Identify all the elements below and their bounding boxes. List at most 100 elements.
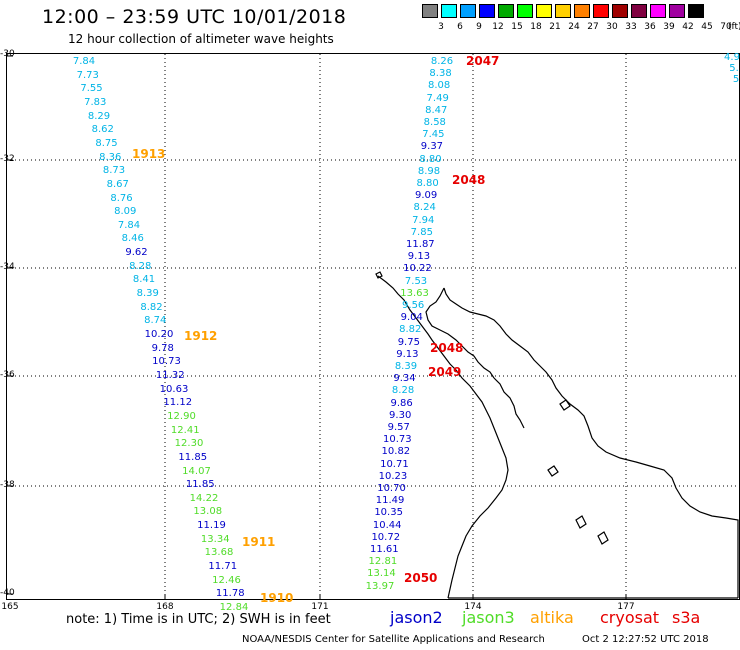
generated-timestamp: Oct 2 12:27:52 UTC 2018: [582, 634, 709, 645]
legend-swatch: [650, 4, 666, 18]
wave-height-value: 10.20: [144, 329, 174, 340]
legend-swatch: [688, 4, 704, 18]
wave-height-value: 8.47: [425, 104, 448, 116]
legend-label: 15: [511, 22, 523, 32]
offshore-islet: [375, 271, 383, 279]
wave-height-value: 9.09: [414, 190, 438, 202]
legend-label: 45: [701, 22, 713, 32]
map-title: 12:00 – 23:59 UTC 10/01/2018: [42, 6, 347, 28]
wave-height-value: 8.73: [102, 165, 126, 177]
wave-height-value: 8.26: [430, 56, 454, 67]
pass-label: 1911: [242, 535, 276, 549]
lat-label: -40: [0, 588, 15, 598]
wave-height-value: 7.94: [412, 214, 435, 226]
wave-height-value: 9.62: [125, 247, 148, 259]
wave-height-value: 9.78: [151, 342, 174, 354]
tick-marks: [7, 55, 627, 600]
wave-height-value: 5: [732, 74, 740, 85]
legend-label: 21: [549, 22, 561, 32]
wave-height-value: 8.09: [114, 206, 137, 218]
legend-swatch: [441, 4, 457, 18]
wave-height-value: 8.28: [391, 385, 415, 397]
wave-height-value: 12.30: [174, 438, 204, 450]
wave-height-value: 10.63: [159, 383, 189, 395]
credit-line: NOAA/NESDIS Center for Satellite Applica…: [242, 634, 545, 645]
legend-swatch: [536, 4, 552, 18]
legend-label: 24: [568, 22, 580, 32]
wave-height-value: 10.82: [381, 446, 411, 458]
lon-label: 174: [464, 602, 482, 612]
legend-swatch: [422, 4, 438, 18]
wave-height-value: 12.81: [368, 556, 398, 568]
wave-height-value: 10.22: [403, 263, 432, 275]
wave-height-value: 7.85: [410, 226, 433, 238]
wave-height-value: 12.41: [170, 424, 200, 436]
wave-height-value: 8.39: [136, 288, 159, 300]
wave-height-value: 8.36: [99, 151, 122, 163]
legend-label: 36: [644, 22, 656, 32]
bay-of-plenty-islands: [547, 399, 609, 545]
wave-height-value: 9.13: [407, 251, 431, 263]
pass-label: 2049: [428, 365, 462, 379]
wave-height-value: 8.80: [419, 153, 442, 165]
wave-height-value: 10.35: [374, 507, 403, 519]
legend-swatch: [631, 4, 647, 18]
legend-label: 12: [492, 22, 504, 32]
wave-height-value: 12.84: [219, 602, 249, 613]
legend-swatch: [574, 4, 590, 18]
wave-height-value: 7.55: [80, 83, 103, 95]
satellite-name: cryosat: [600, 608, 660, 627]
wave-height-value: 9.56: [402, 300, 425, 311]
wave-height-value: 10.70: [377, 483, 406, 494]
wave-height-value: 7.84: [72, 56, 96, 67]
pass-label: 2048: [452, 173, 486, 187]
wave-height-value: 13.34: [200, 533, 230, 545]
lat-label: -34: [0, 262, 15, 272]
legend-swatch: [460, 4, 476, 18]
wave-height-value: 7.73: [76, 69, 99, 81]
pass-label: 2048: [430, 341, 464, 355]
wave-height-value: 11.85: [185, 479, 215, 491]
legend-label: 27: [587, 22, 599, 32]
legend-swatch: [593, 4, 609, 18]
wave-height-value: 9.34: [393, 373, 416, 385]
wave-height-value: 13.97: [365, 580, 395, 592]
wave-height-value: 10.71: [380, 458, 409, 470]
wave-height-value: 7.53: [404, 275, 428, 287]
wave-height-value: 8.67: [106, 178, 129, 190]
legend-label: 70: [720, 22, 732, 32]
wave-height-value: 8.75: [95, 137, 118, 149]
legend-swatch: [669, 4, 685, 18]
legend-swatch: [555, 4, 571, 18]
wave-height-value: 9.86: [390, 397, 413, 409]
wave-height-value: 11.85: [178, 451, 208, 463]
wave-height-value: 9.30: [389, 409, 412, 421]
wave-height-value: 8.82: [140, 301, 163, 313]
wave-height-value: 12.46: [212, 574, 241, 586]
wave-height-value: 13.68: [204, 547, 234, 559]
footer-note: note: 1) Time is in UTC; 2) SWH is in fe…: [66, 612, 331, 627]
wave-height-value: 11.49: [375, 495, 405, 507]
legend-label: 6: [457, 22, 463, 32]
wave-height-value: 8.28: [129, 260, 152, 272]
wave-height-value: 8.41: [132, 274, 156, 286]
wave-height-value: 12.90: [167, 410, 196, 422]
wave-height-value: 13.63: [400, 287, 429, 299]
wave-height-value: 8.46: [121, 233, 144, 245]
northland-peninsula: [425, 287, 495, 379]
legend-label: 18: [530, 22, 542, 32]
wave-height-value: 9.75: [397, 336, 420, 348]
legend-label: 42: [682, 22, 694, 32]
lon-label: 168: [156, 602, 174, 612]
wave-height-value: 5.: [729, 63, 739, 74]
wave-height-value: 10.23: [378, 470, 408, 482]
wave-height-value: 14.22: [189, 492, 219, 504]
lat-label: -30: [0, 49, 15, 59]
legend-swatch: [479, 4, 495, 18]
wave-height-value: 7.84: [117, 219, 141, 231]
lon-label: 171: [311, 602, 329, 612]
pass-label: 1913: [132, 147, 166, 161]
wave-height-value: 8.82: [399, 324, 422, 336]
wave-height-value: 7.83: [84, 96, 107, 108]
wave-height-value: 8.29: [87, 110, 111, 122]
